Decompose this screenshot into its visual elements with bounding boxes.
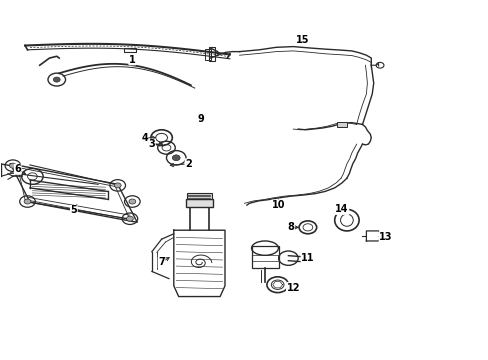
Bar — [124, 48, 136, 52]
Text: 6: 6 — [14, 164, 21, 174]
Circle shape — [24, 199, 31, 204]
Bar — [208, 46, 214, 61]
Text: 7: 7 — [158, 257, 164, 267]
Text: 10: 10 — [271, 200, 285, 210]
Text: 8: 8 — [287, 222, 294, 232]
Text: 13: 13 — [378, 232, 392, 242]
Text: 11: 11 — [301, 253, 314, 263]
Bar — [204, 49, 211, 59]
Bar — [185, 199, 212, 207]
Text: 5: 5 — [70, 206, 77, 216]
Circle shape — [126, 216, 133, 221]
Bar — [187, 193, 211, 199]
Text: 15: 15 — [296, 35, 309, 45]
Circle shape — [172, 155, 180, 161]
Text: 9: 9 — [197, 114, 203, 124]
Circle shape — [9, 163, 16, 168]
Text: 2: 2 — [184, 159, 191, 169]
Text: 1: 1 — [129, 55, 136, 65]
Circle shape — [114, 183, 121, 188]
Text: 12: 12 — [286, 283, 300, 293]
Text: 3: 3 — [148, 139, 155, 149]
Bar — [251, 246, 278, 268]
Text: 4: 4 — [141, 133, 147, 143]
Text: 14: 14 — [335, 204, 348, 215]
Bar — [336, 122, 346, 127]
Circle shape — [129, 199, 136, 204]
Circle shape — [53, 77, 60, 82]
